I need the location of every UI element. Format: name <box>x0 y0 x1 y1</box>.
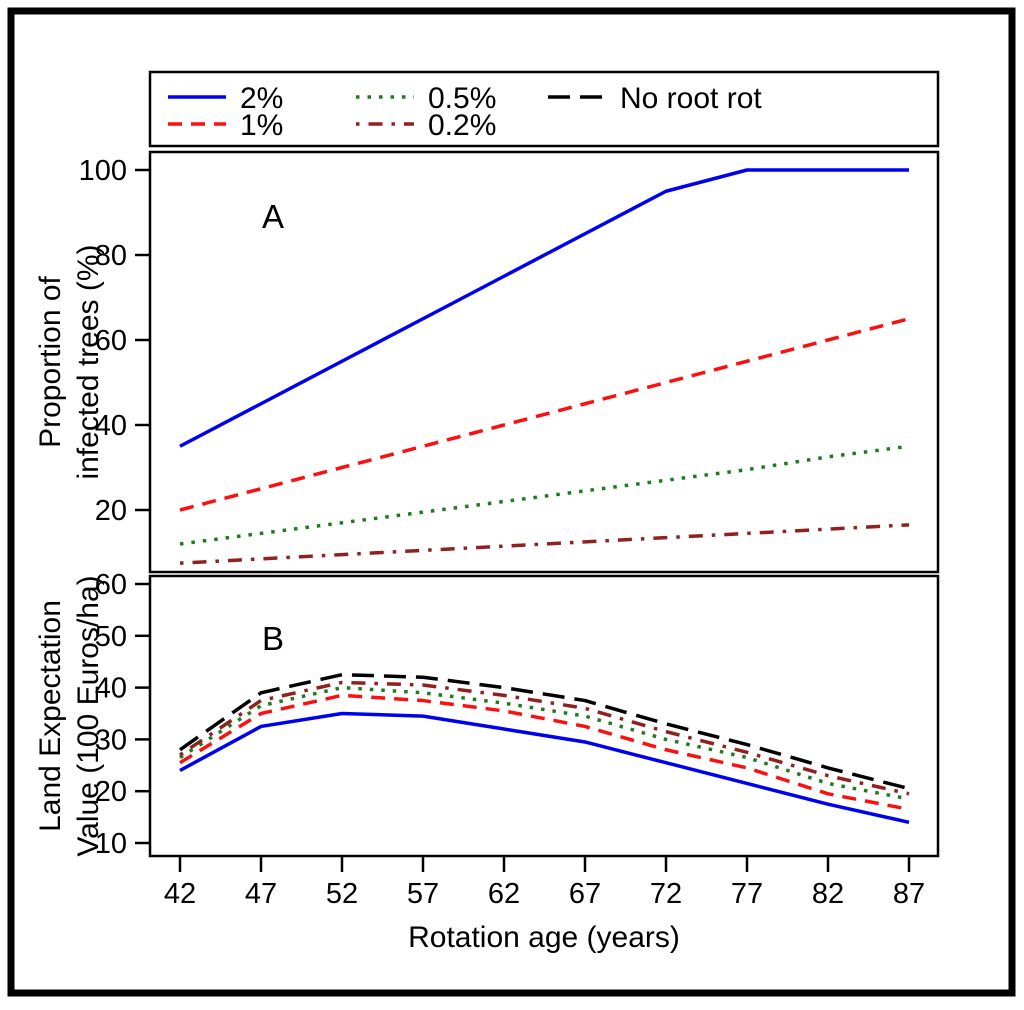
y-tick-label: 40 <box>95 410 127 442</box>
x-tick-label: 47 <box>245 878 277 910</box>
x-tick-label: 82 <box>812 878 844 910</box>
y-tick-label: 60 <box>95 569 127 601</box>
x-tick-label: 62 <box>488 878 520 910</box>
legend: 2% 1% 0.5% 0.2% No root rot <box>148 70 940 148</box>
x-axis: 42 47 52 57 62 67 72 77 82 87 <box>164 856 925 910</box>
legend-box <box>148 70 940 148</box>
series-line-dotted-0-5- <box>179 685 910 801</box>
x-tick-label: 87 <box>893 878 925 910</box>
y-tick-label: 10 <box>95 828 127 860</box>
x-axis-title: Rotation age (years) <box>408 921 680 954</box>
series-line-dotted-0-5- <box>179 444 910 546</box>
series-line-solid-2- <box>179 168 909 448</box>
panel-a-letter: A <box>262 198 284 235</box>
y-tick-label: 50 <box>95 621 127 653</box>
y-tick-label: 30 <box>95 724 127 756</box>
y-tick-label: 100 <box>79 155 127 187</box>
y-tick-label: 80 <box>95 240 127 272</box>
panel-b-content: 10 20 30 40 50 60 <box>95 569 910 860</box>
x-tick-label: 77 <box>731 878 763 910</box>
panel-b-letter: B <box>262 620 284 657</box>
legend-label-02pct: 0.2% <box>428 109 496 142</box>
series-line-dashdot-0-2- <box>179 680 910 796</box>
y-tick-label: 40 <box>95 673 127 705</box>
y-tick-label: 20 <box>95 776 127 808</box>
panel-b-y-title-line2: Value (100 Euros/ha) <box>72 575 105 856</box>
panel-a-y-title-line1: Proportion of <box>34 275 67 447</box>
x-tick-label: 57 <box>407 878 439 910</box>
panel-a-border <box>148 150 940 574</box>
legend-label-1pct: 1% <box>240 109 283 142</box>
series-line-dashdot-0-2- <box>179 523 910 565</box>
panel-b-y-title-line1: Land Expectation <box>34 600 67 832</box>
series-line-solid-2- <box>179 711 910 824</box>
x-tick-label: 67 <box>569 878 601 910</box>
panel-a: A 20 40 60 80 100 <box>79 150 940 574</box>
x-tick-label: 72 <box>650 878 682 910</box>
series-line-dashed-1- <box>179 317 910 512</box>
outer-frame <box>7 7 1016 997</box>
panel-b-border <box>148 574 940 858</box>
series-line-longdash-no-root-rot <box>178 672 910 791</box>
panel-b: B 10 20 30 40 50 60 <box>95 569 940 860</box>
series-line-dashed-1- <box>179 693 910 812</box>
legend-label-noroot: No root rot <box>620 82 762 115</box>
x-tick-label: 42 <box>164 878 196 910</box>
panel-a-content: 20 40 60 80 100 <box>79 155 910 565</box>
y-tick-label: 20 <box>95 495 127 527</box>
y-tick-label: 60 <box>95 325 127 357</box>
legend-label-05pct: 0.5% <box>428 82 496 115</box>
legend-label-2pct: 2% <box>240 82 283 115</box>
panel-a-y-title-line2: infected trees (%) <box>72 244 105 479</box>
x-tick-label: 52 <box>326 878 358 910</box>
